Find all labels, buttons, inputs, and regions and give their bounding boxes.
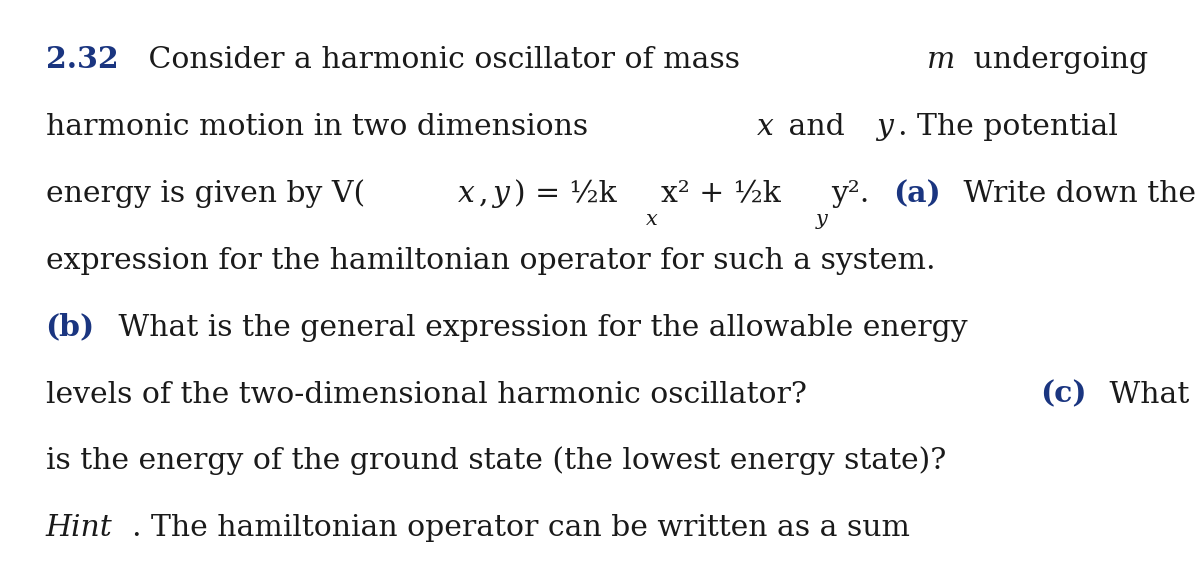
Text: x: x [457,180,474,208]
Text: x: x [646,210,658,229]
Text: Hint: Hint [46,514,113,543]
Text: x² + ½k: x² + ½k [661,180,781,208]
Text: What: What [1100,380,1189,409]
Text: y: y [876,113,893,141]
Text: ) = ½k: ) = ½k [514,180,617,208]
Text: . The hamiltonian operator can be written as a sum: . The hamiltonian operator can be writte… [132,514,910,543]
Text: is the energy of the ground state (the lowest energy state)?: is the energy of the ground state (the l… [46,447,946,476]
Text: undergoing: undergoing [964,46,1147,74]
Text: (a): (a) [893,179,941,208]
Text: m: m [928,46,955,74]
Text: energy is given by V(: energy is given by V( [46,179,365,208]
Text: What is the general expression for the allowable energy: What is the general expression for the a… [109,314,967,342]
Text: y: y [816,210,828,229]
Text: levels of the two-dimensional harmonic oscillator?: levels of the two-dimensional harmonic o… [46,380,816,409]
Text: expression for the hamiltonian operator for such a system.: expression for the hamiltonian operator … [46,247,935,275]
Text: (b): (b) [46,312,95,342]
Text: Write down the: Write down the [954,180,1196,208]
Text: . The potential: . The potential [898,113,1118,141]
Text: Consider a harmonic oscillator of mass: Consider a harmonic oscillator of mass [139,46,750,74]
Text: (c): (c) [1039,379,1086,409]
Text: and: and [779,113,854,141]
Text: harmonic motion in two dimensions: harmonic motion in two dimensions [46,113,598,141]
Text: x: x [757,113,774,141]
Text: y: y [492,180,509,208]
Text: y².: y². [832,180,878,208]
Text: 2.32: 2.32 [46,45,119,74]
Text: ,: , [479,180,488,208]
